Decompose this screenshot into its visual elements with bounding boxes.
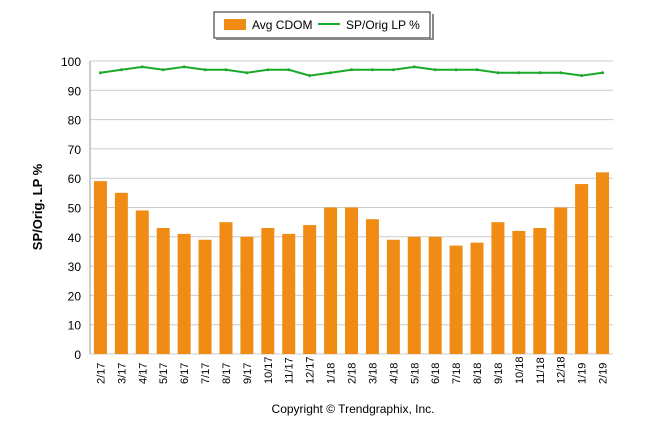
bar-10/17 xyxy=(261,228,275,354)
x-tick-label: 1/18 xyxy=(326,363,338,384)
bar-6/17 xyxy=(177,233,191,354)
legend-swatch-bar xyxy=(224,19,246,30)
x-tick-label: 11/17 xyxy=(284,357,296,384)
line-point-8/18 xyxy=(475,68,479,72)
line-point-2/17 xyxy=(98,71,102,75)
y-tick-label: 20 xyxy=(68,289,82,303)
line-point-10/18 xyxy=(517,71,521,75)
y-tick-label: 100 xyxy=(61,55,81,69)
x-tick-label: 7/17 xyxy=(200,363,212,384)
y-tick-label: 10 xyxy=(68,319,82,333)
x-tick-label: 1/19 xyxy=(577,363,589,384)
line-point-12/18 xyxy=(559,71,563,75)
bar-11/18 xyxy=(533,228,547,354)
line-point-12/17 xyxy=(308,74,312,78)
line-point-1/19 xyxy=(580,74,584,78)
bar-9/18 xyxy=(491,222,505,354)
bar-4/18 xyxy=(386,239,400,354)
y-tick-label: 50 xyxy=(68,202,82,216)
x-tick-label: 12/17 xyxy=(305,356,317,384)
bar-3/17 xyxy=(114,192,128,354)
bar-10/18 xyxy=(512,230,526,354)
bar-7/17 xyxy=(198,239,212,354)
bar-11/17 xyxy=(282,233,296,354)
line-point-6/17 xyxy=(182,65,186,69)
x-tick-label: 10/17 xyxy=(263,356,275,384)
x-tick-label: 6/17 xyxy=(179,363,191,384)
x-tick-label: 3/18 xyxy=(367,363,379,384)
x-tick-label: 6/18 xyxy=(430,363,442,384)
bar-2/19 xyxy=(596,172,610,354)
x-tick-label: 4/17 xyxy=(137,363,149,384)
x-tick-label: 9/18 xyxy=(493,363,505,384)
line-point-1/18 xyxy=(329,71,333,75)
line-point-9/18 xyxy=(496,71,500,75)
x-tick-label: 12/18 xyxy=(556,356,568,384)
y-axis-label: SP/Orig. LP % xyxy=(30,163,45,250)
line-point-7/18 xyxy=(454,68,458,72)
line-point-6/18 xyxy=(433,68,437,72)
x-tick-label: 3/17 xyxy=(116,363,128,384)
y-tick-label: 40 xyxy=(68,231,82,245)
x-tick-label: 2/18 xyxy=(347,363,359,384)
line-point-2/18 xyxy=(350,68,353,72)
x-tick-label: 11/18 xyxy=(535,357,547,384)
y-tick-label: 80 xyxy=(68,114,82,128)
legend: Avg CDOM SP/Orig LP % xyxy=(213,11,434,40)
bar-8/18 xyxy=(470,242,484,354)
line-point-8/17 xyxy=(224,68,228,72)
x-tick-label: 7/18 xyxy=(451,363,463,384)
y-tick-label: 30 xyxy=(68,260,82,274)
bar-8/17 xyxy=(219,222,233,354)
x-tick-label: 2/19 xyxy=(598,363,610,384)
x-tick-label: 4/18 xyxy=(388,363,400,384)
y-tick-label: 90 xyxy=(68,84,82,98)
y-tick-label: 60 xyxy=(68,172,82,186)
bar-5/18 xyxy=(407,236,421,354)
line-point-4/17 xyxy=(140,65,144,69)
legend-label-avg-cdom: Avg CDOM xyxy=(252,18,312,32)
x-tick-label: 9/17 xyxy=(242,363,254,384)
x-tick-label: 5/18 xyxy=(409,363,421,384)
y-tick-label: 70 xyxy=(68,143,82,157)
x-tick-label: 8/18 xyxy=(472,363,484,384)
bar-1/19 xyxy=(575,184,589,354)
line-point-2/19 xyxy=(601,71,605,75)
bar-3/18 xyxy=(365,219,379,354)
bar-2/17 xyxy=(93,181,107,354)
line-point-11/17 xyxy=(287,68,291,72)
bar-9/17 xyxy=(240,236,254,354)
copyright: Copyright © Trendgraphix, Inc. xyxy=(272,402,435,416)
x-tick-label: 5/17 xyxy=(158,363,170,384)
bar-1/18 xyxy=(324,207,338,354)
x-tick-label: 10/18 xyxy=(514,356,526,384)
bar-4/17 xyxy=(135,210,149,354)
line-point-7/17 xyxy=(203,68,207,72)
line-point-9/17 xyxy=(245,71,249,75)
legend-label-sp-orig: SP/Orig LP % xyxy=(346,18,420,32)
line-point-5/17 xyxy=(161,68,165,72)
line-point-10/17 xyxy=(266,68,270,72)
x-tick-label: 2/17 xyxy=(95,363,107,384)
bar-12/17 xyxy=(303,225,317,354)
bar-7/18 xyxy=(449,245,463,354)
line-point-5/18 xyxy=(412,65,416,69)
line-point-4/18 xyxy=(391,68,395,72)
y-tick-label: 0 xyxy=(74,348,81,362)
line-point-11/18 xyxy=(538,71,542,75)
line-point-3/17 xyxy=(119,68,123,72)
bar-6/18 xyxy=(428,236,442,354)
bar-12/18 xyxy=(554,207,568,354)
bar-5/17 xyxy=(156,228,170,354)
line-point-3/18 xyxy=(370,68,374,72)
x-tick-label: 8/17 xyxy=(221,363,233,384)
bar-2/18 xyxy=(345,207,358,354)
